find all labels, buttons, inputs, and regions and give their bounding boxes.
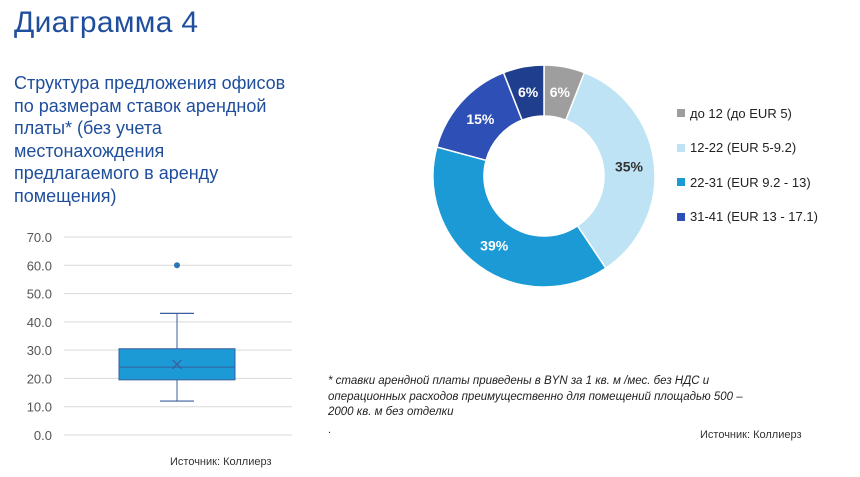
y-tick-label: 30.0 <box>27 343 52 358</box>
slice-data-label: 39% <box>480 237 509 253</box>
source-note-right: Источник: Коллиерз <box>700 429 802 441</box>
slice-data-label: 15% <box>466 111 495 127</box>
legend-item: 31-41 (EUR 13 - 17.1) <box>677 200 818 235</box>
y-tick-label: 0.0 <box>34 428 52 443</box>
donut-legend: до 12 (до EUR 5) 12-22 (EUR 5-9.2) 22-31… <box>677 96 818 234</box>
source-note-left: Источник: Коллиерз <box>170 456 272 468</box>
y-tick-label: 70.0 <box>27 230 52 245</box>
donut-slice <box>564 71 656 270</box>
legend-item: до 12 (до EUR 5) <box>677 96 818 131</box>
footnote-line: операционных расходов преимущественно дл… <box>328 390 743 403</box>
subtitle-line: предлагаемого в аренду <box>14 163 219 183</box>
legend-swatch <box>677 109 685 118</box>
footnote-line: * ставки арендной платы приведены в BYN … <box>328 375 710 387</box>
legend-swatch <box>677 178 685 187</box>
subtitle-line: помещения) <box>14 185 117 206</box>
footnote-line: 2000 кв. м без отделки <box>328 406 454 418</box>
footnote-dot: . <box>328 424 332 436</box>
subtitle-line: местонахождения <box>14 140 165 161</box>
mean-marker <box>172 359 182 370</box>
legend-label: 22-31 (EUR 9.2 - 13) <box>690 174 811 190</box>
y-tick-label: 60.0 <box>27 258 52 273</box>
donut-slice <box>432 146 607 288</box>
y-tick-label: 40.0 <box>27 315 52 330</box>
legend-label: 12-22 (EUR 5-9.2) <box>690 140 797 156</box>
legend-item: 22-31 (EUR 9.2 - 13) <box>677 165 818 200</box>
page-title: Диаграмма 4 <box>14 6 199 39</box>
legend-label: до 12 (до EUR 5) <box>690 105 792 121</box>
subtitle-line: по размерам ставок арендной <box>14 95 267 116</box>
donut-slice <box>502 64 545 122</box>
y-tick-label: 50.0 <box>27 287 52 302</box>
legend-label: 31-41 (EUR 13 - 17.1) <box>690 209 818 225</box>
subtitle-line: Структура предложения офисов <box>14 73 286 93</box>
legend-swatch <box>677 212 685 221</box>
slice-data-label: 35% <box>615 159 644 175</box>
legend-item: 12-22 (EUR 5-9.2) <box>677 131 818 166</box>
subtitle-line: платы* (без учета <box>14 118 162 138</box>
chart-subtitle: Структура предложения офисов по размерам… <box>14 72 344 207</box>
box-plot-chart: 0.0 10.0 20.0 30.0 40.0 50.0 60.0 70.0 <box>27 230 292 443</box>
donut-chart: 6% 35% 39% 15% 6% <box>432 64 656 288</box>
outlier-point <box>174 262 180 269</box>
footnote: * ставки арендной платы приведены в BYN … <box>328 374 828 421</box>
y-tick-label: 20.0 <box>27 371 52 386</box>
y-tick-label: 10.0 <box>27 400 52 415</box>
slice-data-label: 6% <box>518 84 539 100</box>
legend-swatch <box>677 143 685 152</box>
slice-data-label: 6% <box>550 84 571 100</box>
